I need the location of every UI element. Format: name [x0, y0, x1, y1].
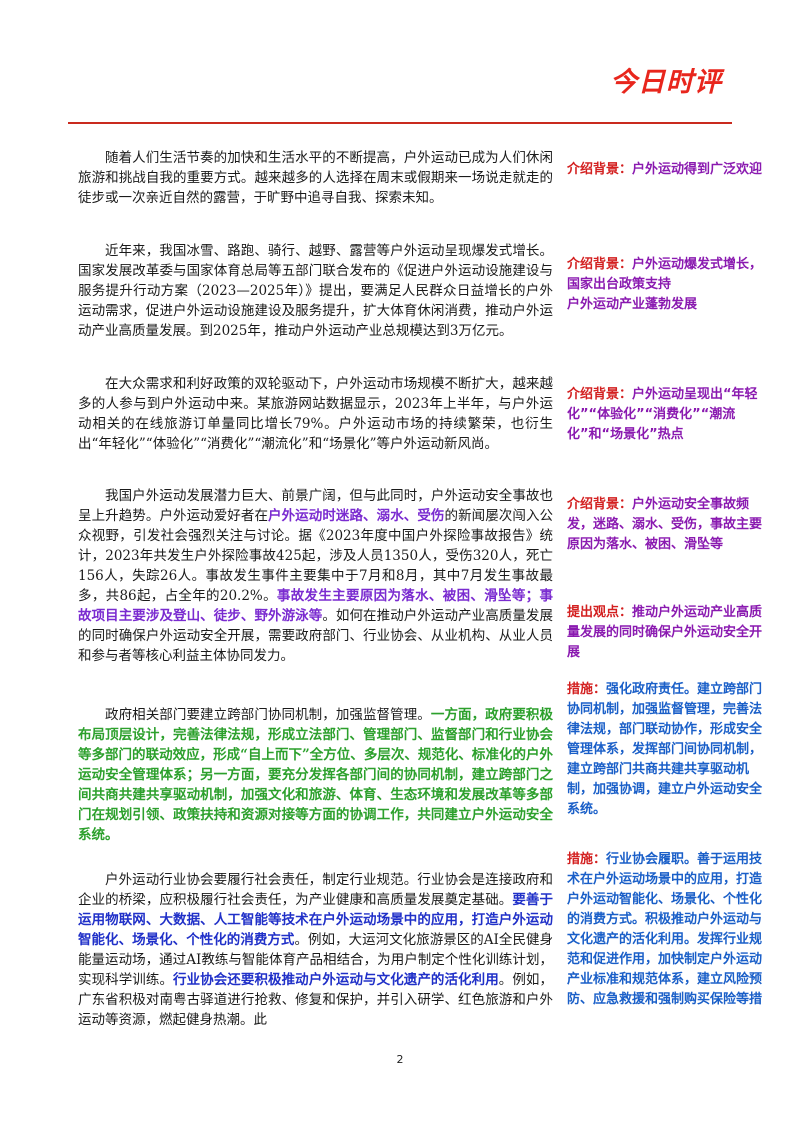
- highlight-cultural-heritage: 行业协会还要积极推动户外运动与文化遗产的活化利用: [173, 972, 499, 988]
- paragraph-3: 在大众需求和利好政策的双轮驱动下，户外运动市场规模不断扩大，越来越多的人参与到户…: [78, 376, 553, 452]
- paragraph-4-text: 的新闻屡次闯入公众视野，引发社会强烈关注与讨论。据《2023年度中国户外探险事故…: [78, 508, 554, 604]
- highlight-accident-types: 户外运动时迷路、溺水、受伤: [268, 508, 445, 524]
- paragraph-4-text: 。如何在推动户外运动产业高质量发展的同时确保户外运动安全开展，需要政府部门、行业…: [78, 608, 554, 664]
- side-note-7: 措施：行业协会履职。善于运用技术在户外运动场景中的应用，打造户外运动智能化、场景…: [567, 850, 772, 1010]
- side-note-text: 强化政府责任。建立跨部门协同机制，加强监督管理，完善法律法规，部门联动协作，形成…: [567, 682, 763, 817]
- side-note-text: 推动户外运动产业高质量发展的同时确保户外运动安全开展: [567, 605, 763, 660]
- side-note-text: 行业协会履职。善于运用技术在户外运动场景中的应用，打造户外运动智能化、场景化、个…: [567, 852, 763, 1007]
- side-note-text: 户外运动呈现出“年轻化”“体验化”“消费化”“潮流化”和“场景化”热点: [567, 387, 758, 442]
- side-note-text: 户外运动安全事故频发，迷路、溺水、受伤，事故主要原因为落水、被困、滑坠等: [567, 497, 763, 552]
- paragraph-6-text: 。例如，广东省积极对南粤古驿道进行抢救、修复和保护，并引入研学、红色旅游和户外运…: [78, 972, 554, 1028]
- side-note-label: 介绍背景：: [567, 257, 633, 272]
- side-note-text: 户外运动产业蓬勃发展: [567, 297, 698, 312]
- side-note-4: 介绍背景：户外运动安全事故频发，迷路、溺水、受伤，事故主要原因为落水、被困、滑坠…: [567, 495, 772, 555]
- paragraph-6-text: 。例如，大运河文化旅游景区的AI全民健身能量运动场，通过AI教练与智能体育产品相…: [78, 932, 553, 988]
- paragraph-4-text: 我国户外运动发展潜力巨大、前景广阔，但与此同时，户外运动安全事故也呈上升趋势。户…: [78, 488, 553, 524]
- page-number: 2: [396, 1053, 404, 1066]
- side-note-text: 户外运动得到广泛欢迎: [632, 162, 763, 177]
- paragraph-2: 近年来，我国冰雪、路跑、骑行、越野、露营等户外运动呈现爆发式增长。国家发展改革委…: [78, 243, 553, 339]
- paragraph-4: 我国户外运动发展潜力巨大、前景广阔，但与此同时，户外运动安全事故也呈上升趋势。户…: [78, 486, 553, 666]
- side-note-label: 介绍背景：: [567, 497, 633, 512]
- paragraph-6: 户外运动行业协会要履行社会责任，制定行业规范。行业协会是连接政府和企业的桥梁，应…: [78, 870, 553, 1030]
- side-note-label: 措施：: [567, 852, 607, 867]
- paragraph-6-text: 户外运动行业协会要履行社会责任，制定行业规范。行业协会是连接政府和企业的桥梁，应…: [78, 872, 553, 908]
- side-note-6: 措施：强化政府责任。建立跨部门协同机制，加强监督管理，完善法律法规，部门联动协作…: [567, 680, 772, 820]
- paragraph-1: 随着人们生活节奏的加快和生活水平的不断提高，户外运动已成为人们休闲旅游和挑战自我…: [78, 150, 553, 206]
- side-note-label: 提出观点：: [567, 605, 633, 620]
- highlight-technology: 要善于运用物联网、大数据、人工智能等技术在户外运动场景中的应用，打造户外运动智能…: [78, 892, 554, 948]
- side-note-label: 介绍背景：: [567, 387, 633, 402]
- paragraph-5-text: 政府相关部门要建立跨部门协同机制，加强监督管理。: [105, 707, 431, 723]
- side-note-5: 提出观点：推动户外运动产业高质量发展的同时确保户外运动安全开展: [567, 603, 772, 663]
- logo-text: 今日时评: [610, 67, 722, 98]
- side-note-text: 户外运动爆发式增长，国家出台政策支持: [567, 257, 763, 292]
- side-note-3: 介绍背景：户外运动呈现出“年轻化”“体验化”“消费化”“潮流化”和“场景化”热点: [567, 385, 772, 445]
- highlight-government-measures: 一方面，政府要积极布局顶层设计，完善法律法规，形成立法部门、管理部门、监督部门和…: [78, 707, 553, 843]
- highlight-accident-causes: 事故发生主要原因为落水、被困、滑坠等；事故项目主要涉及登山、徒步、野外游泳等: [78, 588, 553, 624]
- side-note-label: 介绍背景：: [567, 162, 633, 177]
- header-rule: [68, 122, 732, 124]
- side-note-label: 措施：: [567, 682, 607, 697]
- paragraph-5: 政府相关部门要建立跨部门协同机制，加强监督管理。一方面，政府要积极布局顶层设计，…: [78, 705, 553, 845]
- side-note-1: 介绍背景：户外运动得到广泛欢迎: [567, 160, 762, 180]
- side-note-2: 介绍背景：户外运动爆发式增长，国家出台政策支持户外运动产业蓬勃发展: [567, 255, 772, 315]
